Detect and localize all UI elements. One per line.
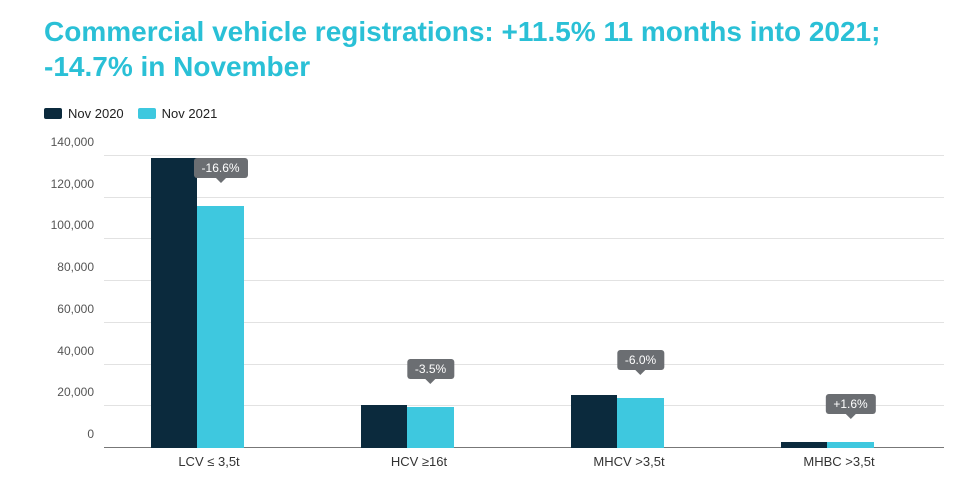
legend-item-nov-2021: Nov 2021: [138, 106, 218, 121]
y-axis-labels: 020,00040,00060,00080,000100,000120,0001…: [44, 156, 100, 448]
bar: [197, 206, 243, 448]
bar-group: HCV ≥16t: [361, 156, 477, 448]
legend-item-nov-2020: Nov 2020: [44, 106, 124, 121]
y-tick-label: 80,000: [57, 260, 94, 274]
chart: 020,00040,00060,00080,000100,000120,0001…: [44, 156, 944, 470]
legend-label: Nov 2021: [162, 106, 218, 121]
bar: [361, 405, 407, 448]
delta-callout: -6.0%: [617, 350, 664, 370]
bar-group: LCV ≤ 3,5t: [151, 156, 267, 448]
delta-callout: +1.6%: [825, 394, 875, 414]
bar-group: MHCV >3,5t: [571, 156, 687, 448]
chart-title: Commercial vehicle registrations: +11.5%…: [0, 0, 960, 84]
plot-area: LCV ≤ 3,5tHCV ≥16tMHCV >3,5tMHBC >3,5t-1…: [104, 156, 944, 448]
x-category-label: MHBC >3,5t: [781, 448, 897, 469]
x-category-label: MHCV >3,5t: [571, 448, 687, 469]
bar: [617, 398, 663, 448]
legend-swatch: [138, 108, 156, 119]
bar: [571, 395, 617, 448]
bar: [407, 407, 453, 448]
y-tick-label: 60,000: [57, 302, 94, 316]
delta-callout: -16.6%: [194, 158, 248, 178]
y-tick-label: 40,000: [57, 344, 94, 358]
legend-label: Nov 2020: [68, 106, 124, 121]
y-tick-label: 20,000: [57, 385, 94, 399]
y-tick-label: 140,000: [51, 135, 94, 149]
x-category-label: HCV ≥16t: [361, 448, 477, 469]
y-tick-label: 0: [87, 427, 94, 441]
x-category-label: LCV ≤ 3,5t: [151, 448, 267, 469]
legend: Nov 2020 Nov 2021: [0, 84, 960, 121]
legend-swatch: [44, 108, 62, 119]
y-tick-label: 100,000: [51, 218, 94, 232]
delta-callout: -3.5%: [407, 359, 454, 379]
bar: [151, 158, 197, 448]
y-tick-label: 120,000: [51, 177, 94, 191]
